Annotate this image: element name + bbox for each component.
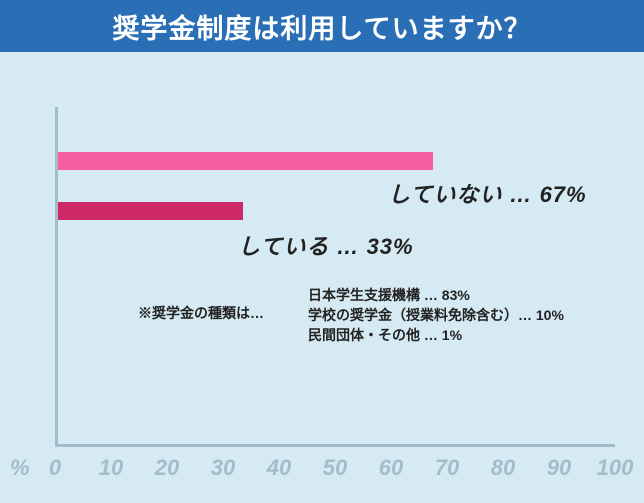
bar-1 <box>58 202 243 220</box>
chart-plot: していない … 67% している … 33% ※奨学金の種類は… 日本学生支援機構 …… <box>55 107 615 447</box>
xaxis-tick-40: 40 <box>267 455 291 481</box>
xaxis-tick-30: 30 <box>211 455 235 481</box>
header-bar: 奨学金制度は利用していますか？ <box>0 0 644 52</box>
header-title: 奨学金制度は利用していますか？ <box>112 7 531 46</box>
xaxis-tick-0: 0 <box>49 455 61 481</box>
xaxis-tick-100: 100 <box>597 455 634 481</box>
xaxis-tick-10: 10 <box>99 455 123 481</box>
xaxis-tick-80: 80 <box>491 455 515 481</box>
xaxis-tick-20: 20 <box>155 455 179 481</box>
bar-label-0: していない … 67% <box>388 177 587 209</box>
note-line-1: 学校の奨学金（授業料免除含む）… 10% <box>308 305 564 325</box>
xaxis-tick-70: 70 <box>435 455 459 481</box>
xaxis-tick-60: 60 <box>379 455 403 481</box>
note-line-0: 日本学生支援機構 … 83% <box>308 285 470 305</box>
note-line-2: 民間団体・その他 … 1% <box>308 325 462 345</box>
bar-label-1: している … 33% <box>238 229 414 261</box>
chart-area: していない … 67% している … 33% ※奨学金の種類は… 日本学生支援機構 …… <box>0 52 644 503</box>
xaxis-tick-90: 90 <box>547 455 571 481</box>
notes-heading: ※奨学金の種類は… <box>138 303 264 323</box>
xaxis-tick-50: 50 <box>323 455 347 481</box>
bar-0 <box>58 152 433 170</box>
percent-symbol: % <box>10 455 30 481</box>
